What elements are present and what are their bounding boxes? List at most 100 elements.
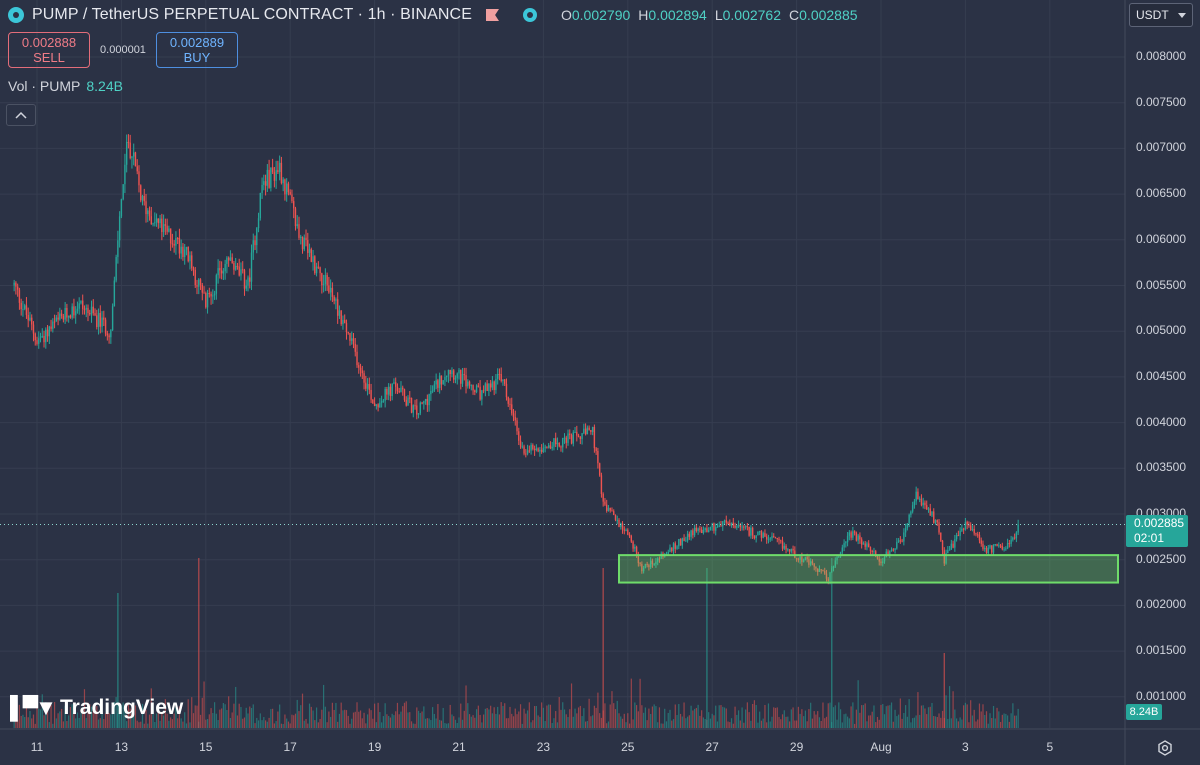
volume-bar	[688, 715, 690, 728]
candle-body	[389, 386, 392, 397]
volume-bar	[467, 703, 469, 728]
candle-body	[781, 540, 784, 549]
candle-body	[493, 381, 495, 391]
collapse-legend-button[interactable]	[6, 104, 36, 126]
volume-bar	[238, 703, 240, 728]
volume-legend[interactable]: Vol · PUMP 8.24B	[8, 78, 123, 94]
volume-bar	[382, 716, 384, 728]
candle-body	[138, 171, 140, 186]
candle-body	[1006, 543, 1009, 549]
candle-body	[43, 335, 45, 343]
candle-body	[565, 437, 567, 443]
candle-body	[161, 218, 163, 233]
volume-bar	[512, 716, 515, 728]
volume-bar	[635, 705, 638, 728]
volume-bar	[818, 717, 821, 728]
volume-bar	[368, 708, 370, 728]
candle-body	[618, 519, 620, 528]
candle-body	[180, 246, 182, 254]
buy-button[interactable]: 0.002889 BUY	[156, 32, 238, 68]
candle-body	[166, 225, 168, 232]
volume-bar	[665, 721, 668, 728]
candle-body	[384, 388, 386, 401]
volume-bar	[435, 718, 437, 728]
candle-body	[941, 540, 944, 551]
volume-bar	[328, 711, 330, 728]
candle-body	[147, 210, 149, 215]
candle-body	[528, 450, 531, 452]
volume-bar	[880, 704, 882, 728]
candle-body	[704, 528, 706, 530]
volume-bar	[164, 699, 166, 728]
candle-body	[227, 257, 230, 261]
candle-body	[252, 240, 254, 253]
sell-button[interactable]: 0.002888 SELL	[8, 32, 90, 68]
candle-body	[154, 222, 156, 224]
volume-bar	[426, 718, 428, 728]
volume-bar	[447, 723, 450, 728]
candle-body	[1005, 548, 1007, 550]
volume-bar	[451, 714, 453, 728]
candle-body	[215, 275, 218, 294]
candle-body	[511, 404, 513, 414]
volume-legend-label: Vol · PUMP	[8, 78, 81, 94]
candle-body	[435, 380, 437, 385]
candle-body	[739, 524, 742, 528]
settings-icon[interactable]	[1157, 740, 1173, 756]
ohlc-high-value: 0.002894	[648, 7, 707, 23]
volume-bar	[221, 708, 223, 728]
candle-body	[955, 535, 958, 540]
volume-bar	[31, 718, 33, 728]
candle-body	[273, 172, 276, 181]
volume-bar	[235, 686, 237, 728]
volume-bar	[46, 705, 49, 728]
candle-body	[477, 385, 480, 387]
candle-body	[293, 201, 295, 209]
candle-body	[284, 179, 286, 195]
market-status-icon[interactable]	[522, 8, 537, 22]
candle-body	[836, 557, 838, 561]
candle-body	[567, 433, 569, 443]
volume-bar	[991, 718, 993, 728]
symbol-title[interactable]: PUMP / TetherUS PERPETUAL CONTRACT · 1h …	[32, 6, 472, 23]
candle-body	[73, 306, 75, 316]
candle-body	[136, 166, 138, 172]
tradingview-watermark[interactable]: ▌▀▼ TradingView	[10, 695, 183, 721]
candle-body	[940, 532, 942, 541]
volume-bar	[1003, 713, 1005, 728]
volume-bar	[481, 722, 483, 728]
volume-bar	[956, 718, 958, 728]
candle-body	[416, 405, 418, 415]
volume-bar	[730, 718, 733, 728]
volume-bar	[780, 719, 782, 728]
candle-body	[64, 307, 66, 320]
volume-bar	[725, 708, 727, 728]
volume-bar	[324, 706, 326, 728]
volume-bar	[760, 720, 763, 728]
flag-icon[interactable]	[485, 9, 499, 21]
volume-bar	[938, 713, 940, 728]
volume-bar	[832, 707, 835, 728]
candle-body	[481, 390, 483, 400]
candle-body	[685, 540, 687, 542]
candle-body	[649, 560, 652, 568]
volume-bar	[794, 720, 796, 728]
volume-bar	[171, 719, 173, 728]
candle-body	[196, 285, 198, 287]
candle-body	[857, 535, 859, 541]
volume-bar	[268, 717, 270, 728]
volume-bar	[523, 708, 525, 728]
candle-body	[540, 449, 543, 452]
volume-bar	[254, 723, 256, 728]
volume-bar	[948, 686, 951, 728]
candle-body	[365, 382, 367, 389]
volume-bar	[980, 711, 982, 728]
volume-bar	[134, 705, 137, 728]
candle-body	[802, 560, 805, 562]
currency-selector[interactable]: USDT	[1129, 3, 1193, 27]
volume-bar	[692, 710, 694, 728]
candle-body	[537, 448, 539, 452]
volume-bar	[212, 713, 214, 728]
volume-bar	[87, 702, 89, 728]
